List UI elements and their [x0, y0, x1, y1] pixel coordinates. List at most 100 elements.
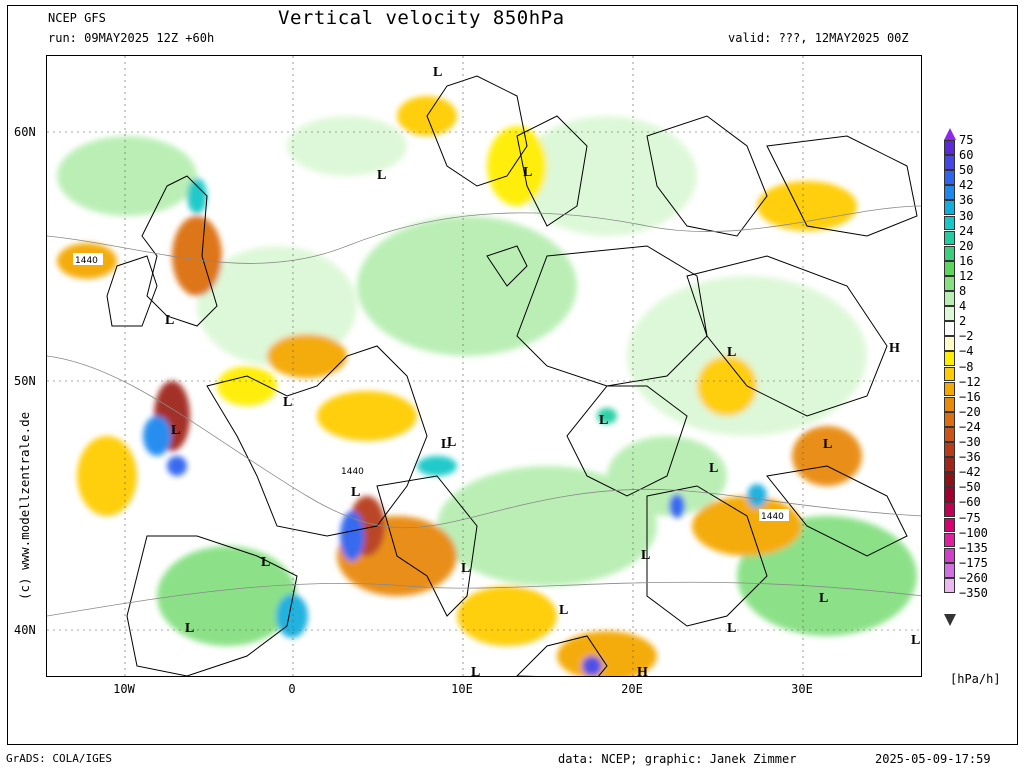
valid-time: valid: ???, 12MAY2025 00Z: [728, 31, 909, 45]
legend-label: 20: [959, 238, 974, 253]
timestamp: 2025-05-09-17:59: [875, 752, 991, 766]
lon-label-0: 0: [288, 682, 296, 696]
legend-label: −100: [959, 525, 988, 540]
legend-label: −135: [959, 540, 988, 555]
low-label: L: [523, 165, 532, 180]
legend-label: −75: [959, 510, 981, 525]
low-label: L: [185, 621, 194, 636]
legend-color-box: [944, 366, 955, 382]
high-label: H: [889, 341, 900, 356]
software-credit: GrADS: COLA/IGES: [6, 752, 112, 765]
legend-color-box: [944, 517, 955, 533]
legend-label: 16: [959, 253, 974, 268]
legend-label: 4: [959, 299, 967, 314]
legend-color-box: [944, 411, 955, 427]
model-name: NCEP GFS: [48, 11, 106, 25]
legend-color-box: [944, 170, 955, 186]
legend-color-box: [944, 155, 955, 170]
legend-color-box: [944, 396, 955, 412]
legend-color-box: [944, 321, 955, 337]
legend-top-arrow: [944, 128, 956, 140]
low-label: L: [165, 313, 174, 328]
legend-color-box: [944, 230, 955, 246]
lon-label-10w: 10W: [113, 682, 135, 696]
figure-frame: [7, 5, 1018, 745]
legend-color-box: [944, 381, 955, 397]
legend-color-box: [944, 457, 955, 472]
isohypse-label: 1440: [761, 512, 784, 522]
legend-label: −24: [959, 419, 981, 434]
lat-label-50n: 50N: [14, 374, 36, 388]
legend-color-box: [944, 275, 955, 291]
legend-label: 30: [959, 208, 974, 223]
legend-label: 12: [959, 268, 974, 283]
legend-color-box: [944, 351, 955, 367]
website-credit: (c) www.modellzentrale.de: [17, 411, 32, 600]
low-label: L: [727, 621, 736, 636]
low-label: L: [351, 485, 360, 500]
legend-label: 8: [959, 284, 967, 298]
legend-label: −350: [959, 586, 988, 600]
low-label: L: [559, 603, 568, 618]
legend-units: [hPa/h]: [950, 672, 1001, 686]
run-info: run: 09MAY2025 12Z +60h: [48, 31, 215, 45]
legend-color-box: [944, 260, 955, 276]
legend-label: −175: [959, 555, 988, 570]
legend-label: −260: [959, 570, 988, 585]
low-label: L: [911, 633, 920, 648]
pressure-labels: L L L L L L L L L L L L L L L L L L L L …: [165, 65, 920, 677]
legend-label: 75: [959, 133, 974, 147]
lon-label-20e: 20E: [621, 682, 643, 696]
low-label: L: [727, 345, 736, 360]
legend-label: 42: [959, 178, 974, 193]
legend-label: −36: [959, 450, 981, 465]
legend-color-box: [944, 502, 955, 518]
low-label: L: [433, 65, 442, 80]
legend-label: −42: [959, 465, 981, 480]
legend-label: 24: [959, 223, 974, 238]
high-label: H: [637, 665, 648, 677]
legend-color-box: [944, 215, 955, 231]
low-label: L: [461, 561, 470, 576]
color-legend: 75 60 50 42 36 30 24 20 16 12 8 4 2 −2 −4 −8 −12 −16 −20 −2…: [944, 133, 1024, 630]
weather-map: L L L L L L L L L L L L L L L L L L L L …: [47, 56, 921, 677]
legend-label: 2: [959, 314, 967, 329]
legend-color-box: [944, 336, 955, 352]
legend-label: −8: [959, 359, 974, 374]
low-label: L: [471, 665, 480, 677]
low-label: L: [599, 413, 608, 428]
legend-label: −12: [959, 374, 981, 389]
legend-label: 50: [959, 163, 974, 178]
map-panel: L L L L L L L L L L L L L L L L L L L L …: [46, 55, 922, 677]
lon-label-30e: 30E: [791, 682, 813, 696]
legend-color-box: [944, 140, 955, 155]
isohypse-labels: 1440 1440 1440: [73, 253, 789, 522]
legend-color-box: [944, 487, 955, 503]
legend-color-box: [944, 577, 955, 593]
legend-label: −16: [959, 389, 981, 404]
legend-color-box: [944, 291, 955, 306]
legend-color-box: [944, 306, 955, 321]
legend-color-box: [944, 185, 955, 201]
low-label: L: [641, 548, 650, 563]
chart-title: Vertical velocity 850hPa: [278, 7, 565, 29]
isohypse-label: 1440: [341, 467, 364, 477]
legend-color-box: [944, 532, 955, 548]
legend-label: 36: [959, 193, 974, 208]
lat-label-40n: 40N: [14, 623, 36, 637]
low-label: L: [447, 435, 456, 450]
legend-color-box: [944, 245, 955, 261]
legend-bottom-arrow: [944, 614, 956, 626]
legend-label: −20: [959, 404, 981, 419]
isohypse-lines: [47, 205, 921, 617]
lon-label-10e: 10E: [451, 682, 473, 696]
legend-color-box: [944, 547, 955, 563]
coastlines-borders: [106, 75, 918, 676]
low-label: L: [261, 555, 270, 570]
legend-label: −50: [959, 480, 981, 495]
lat-label-60n: 60N: [14, 125, 36, 139]
legend-color-box: [944, 200, 955, 216]
legend-label: −60: [959, 495, 981, 510]
velocity-field: [57, 96, 917, 676]
low-label: L: [823, 437, 832, 452]
